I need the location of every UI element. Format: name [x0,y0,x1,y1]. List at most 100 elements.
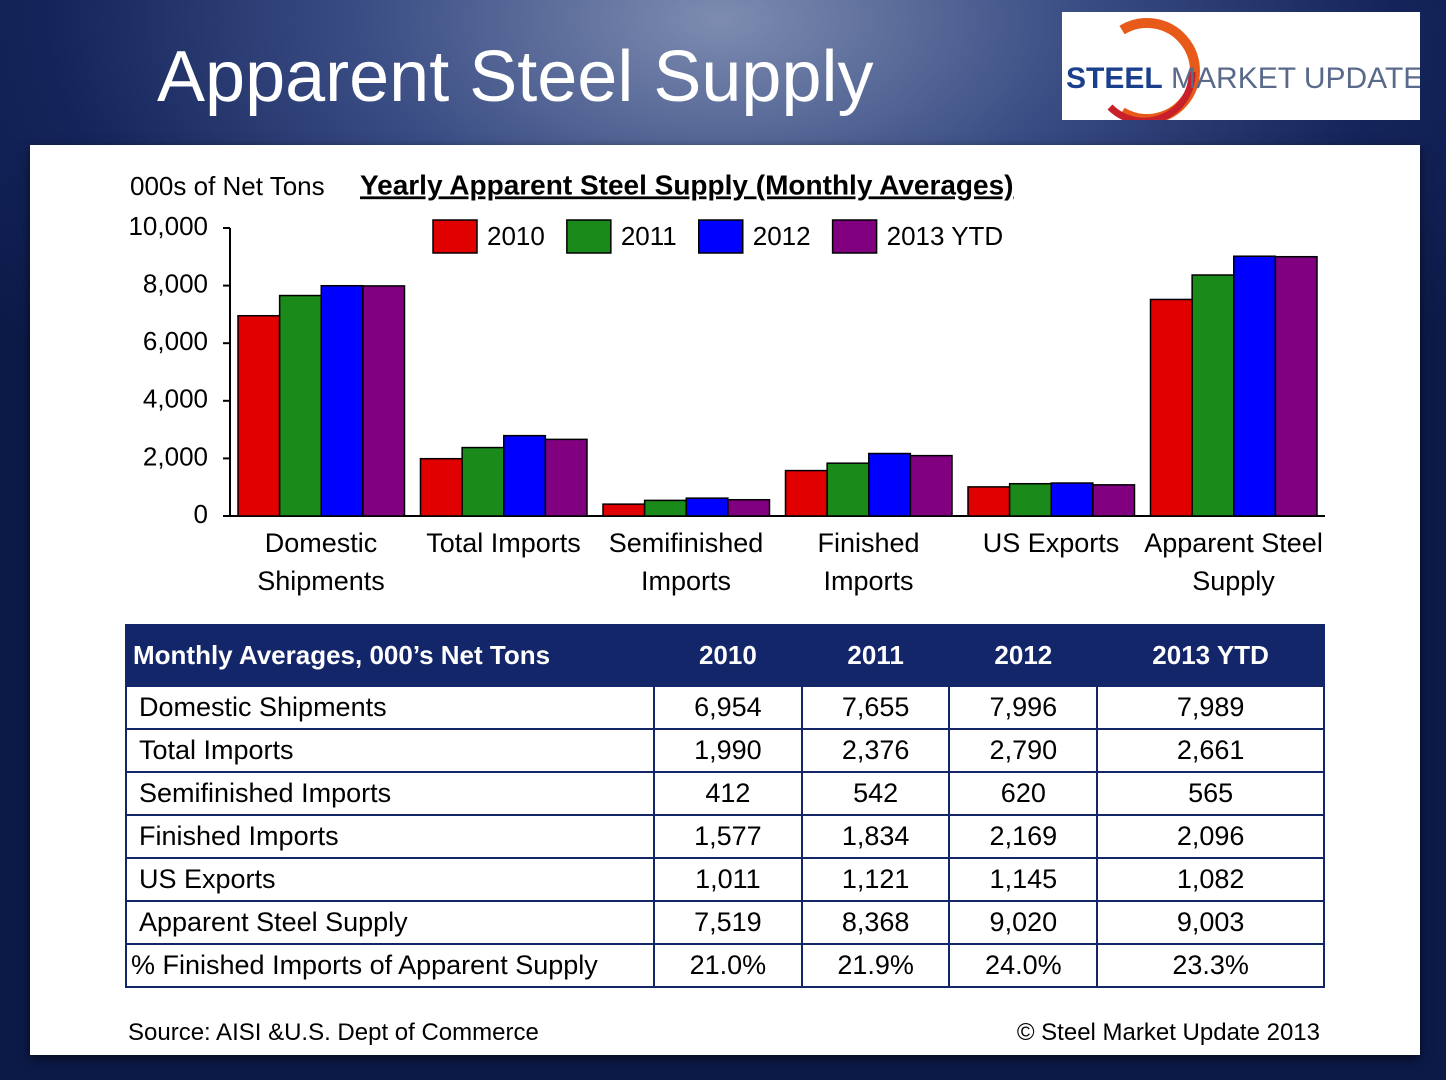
x-tick-label: Total Imports [426,528,581,558]
table-cell: 2,661 [1096,728,1325,773]
table-cell: 2,169 [948,814,1099,859]
table-cell: 21.9% [800,943,951,988]
table-cell: Total Imports [125,728,655,773]
table-row: US Exports 1,011 1,121 1,145 1,082 [125,857,1325,902]
table-cell: 1,990 [653,728,803,773]
table-header: Monthly Averages, 000’s Net Tons 2010 2011… [125,624,1325,687]
y-tick-label: 6,000 [143,326,208,356]
table-header-cell: Monthly Averages, 000’s Net Tons [125,624,655,687]
x-tick-label: Apparent Steel Supply [1144,528,1323,596]
table-cell: 412 [653,771,803,816]
bar [727,498,771,517]
bar [503,434,547,517]
bar [1274,255,1318,517]
bar [643,499,687,517]
table-cell: Finished Imports [125,814,655,859]
y-tick-label: 10,000 [128,211,208,241]
logo: STEEL MARKET UPDATE [1062,12,1420,120]
x-tick-label: Finished Imports [817,528,920,596]
x-tick-label: Domestic Shipments [257,528,385,596]
table-cell: 9,003 [1096,900,1325,945]
data-table: Monthly Averages, 000’s Net Tons 2010 2011… [125,624,1325,988]
table-row: Domestic Shipments 6,954 7,655 7,996 7,989 [125,685,1325,730]
bar [461,446,505,517]
legend-swatch [698,219,744,254]
bar [362,285,406,517]
legend-label: 2011 [621,221,677,251]
table-cell: 7,989 [1096,685,1325,730]
table-header-cell: 2011 [800,624,951,687]
logo-arc [1107,18,1200,120]
source: Source: AISI &U.S. Dept of Commerce [128,1019,539,1046]
legend-label: 2012 [753,221,811,251]
logo-text: STEEL MARKET UPDATE [1066,62,1420,96]
table-cell: Domestic Shipments [125,685,655,730]
bar [685,497,729,517]
bar [967,486,1011,517]
x-tick-label: Semifinished Imports [608,528,764,596]
bar [1149,298,1193,517]
bar [1191,274,1235,517]
table-cell: 7,519 [653,900,803,945]
bar [544,438,588,517]
table-cell: 6,954 [653,685,803,730]
legend-label: 2010 [487,221,545,251]
bar [278,294,322,517]
legend-swatch [831,219,878,254]
panel: 000s of Net Tons Yearly Apparent Steel S… [30,145,1420,1055]
table-cell: 7,996 [948,685,1099,730]
table-cell: 2,096 [1096,814,1325,859]
y-axis-label: 000s of Net Tons [130,171,325,201]
table-row: Apparent Steel Supply 7,519 8,368 9,020 9,00… [125,900,1325,945]
table-cell: 2,376 [800,728,951,773]
bar [1233,255,1277,517]
logo-bold: STEEL [1066,62,1163,95]
bar [826,462,870,517]
bar [868,452,912,517]
x-tick-label: US Exports [982,528,1120,558]
table-cell: 1,121 [800,857,951,902]
y-tick-label: 2,000 [143,441,208,471]
table-cell: US Exports [125,857,655,902]
bar [419,457,463,517]
y-tick-label: 4,000 [143,384,208,414]
bar [909,454,953,517]
legend-swatch [566,219,612,254]
table-cell: 1,011 [653,857,803,902]
table-header-cell: 2012 [948,624,1099,687]
copyright: © Steel Market Update 2013 [1016,1019,1320,1046]
table-cell: Semifinished Imports [125,771,655,816]
table-cell: 9,020 [948,900,1099,945]
table-cell: 565 [1096,771,1325,816]
table-header-cell: 2013 YTD [1096,624,1325,687]
table-body: Domestic Shipments 6,954 7,655 7,996 7,989 To… [125,685,1325,988]
table-cell: 7,655 [800,685,951,730]
table-header-cell: 2010 [653,624,803,687]
bar [237,314,281,517]
table-cell: 8,368 [800,900,951,945]
bar [320,284,364,517]
table-cell: % Finished Imports of Apparent Supply [125,943,655,988]
logo-rest: MARKET UPDATE [1171,62,1420,95]
y-tick-label: 8,000 [143,268,208,298]
table-cell: 542 [800,771,951,816]
chart-title: Yearly Apparent Steel Supply (Monthly Av… [360,169,1014,200]
table-cell: 1,145 [948,857,1099,902]
bar [602,503,646,517]
table-cell: Apparent Steel Supply [125,900,655,945]
table-cell: 23.3% [1096,943,1325,988]
table-row: Finished Imports 1,577 1,834 2,169 2,096 [125,814,1325,859]
slide-title: Apparent Steel Supply [157,37,874,117]
table-cell: 2,790 [948,728,1099,773]
table-cell: 1,082 [1096,857,1325,902]
chart: 000s of Net Tons Yearly Apparent Steel S… [128,169,1325,529]
table-cell: 24.0% [948,943,1099,988]
table-row: Total Imports 1,990 2,376 2,790 2,661 [125,728,1325,773]
legend-swatch [432,219,478,254]
table-cell: 620 [948,771,1099,816]
y-tick-label: 0 [194,499,208,529]
bar [1050,482,1094,517]
table-cell: 21.0% [653,943,803,988]
bar [1092,484,1136,517]
